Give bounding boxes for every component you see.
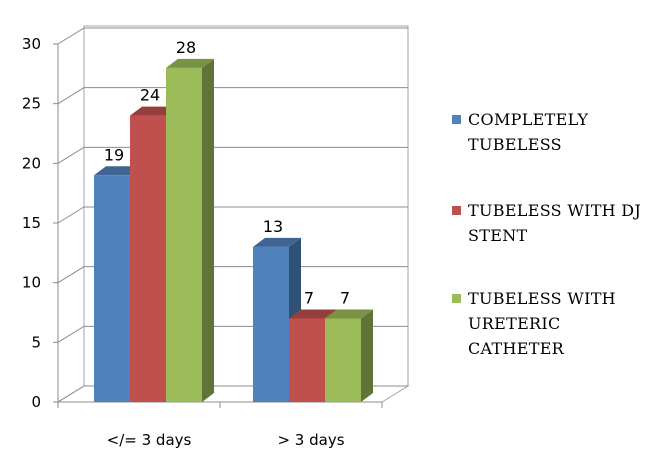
y-tick-label: 5: [31, 333, 41, 351]
y-tick-label: 15: [22, 214, 41, 232]
data-label: 28: [176, 38, 196, 57]
legend-label: TUBELESS WITH DJ: [468, 201, 641, 220]
y-tick-label: 30: [22, 35, 41, 53]
bar-front: [325, 318, 361, 402]
gridline: [57, 27, 408, 45]
bar-top: [166, 58, 214, 68]
legend-label: TUBELESS: [468, 135, 562, 154]
gridline: [57, 146, 408, 164]
bar-front: [130, 115, 166, 402]
legend-label: URETERIC: [468, 314, 561, 333]
y-tick-labels: 0 5 10 15 20 25 30: [22, 35, 41, 411]
y-tick-label: 10: [22, 274, 41, 292]
bar-top: [289, 309, 337, 319]
bar-top: [325, 309, 373, 319]
y-tick-label: 20: [22, 154, 41, 172]
legend-item: COMPLETELY TUBELESS: [452, 110, 588, 154]
x-tick-labels: </= 3 days > 3 days: [107, 431, 345, 449]
bar-side: [202, 58, 214, 402]
x-tick-label: </= 3 days: [107, 431, 192, 449]
data-label: 24: [140, 86, 160, 105]
gridlines: [57, 27, 408, 403]
bars: [94, 58, 373, 402]
legend-item: TUBELESS WITH URETERIC CATHETER: [452, 289, 616, 358]
bar: [325, 309, 373, 402]
y-tick-label: 25: [22, 95, 41, 113]
legend-item: TUBELESS WITH DJ STENT: [452, 201, 641, 245]
y-tick-label: 0: [31, 393, 41, 411]
bar-front: [94, 175, 130, 402]
legend-label: COMPLETELY: [468, 110, 588, 129]
bar: [166, 58, 214, 402]
bar-side: [361, 309, 373, 402]
data-label: 13: [263, 217, 283, 236]
data-label: 7: [340, 288, 350, 307]
bar-top: [253, 237, 301, 247]
legend-swatch: [452, 115, 461, 124]
bar-front: [253, 246, 289, 402]
data-label: 7: [304, 288, 314, 307]
data-label: 19: [104, 145, 124, 164]
legend-swatch: [452, 206, 461, 215]
legend-swatch: [452, 294, 461, 303]
gridline: [57, 206, 408, 224]
legend-label: STENT: [468, 226, 528, 245]
bar-front: [289, 318, 325, 402]
data-labels: 19 24 28 13 7 7: [104, 38, 350, 308]
x-tick-label: > 3 days: [277, 431, 344, 449]
gridline: [57, 87, 408, 105]
bar-front: [166, 67, 202, 402]
legend-label: CATHETER: [468, 339, 565, 358]
legend-label: TUBELESS WITH: [468, 289, 616, 308]
